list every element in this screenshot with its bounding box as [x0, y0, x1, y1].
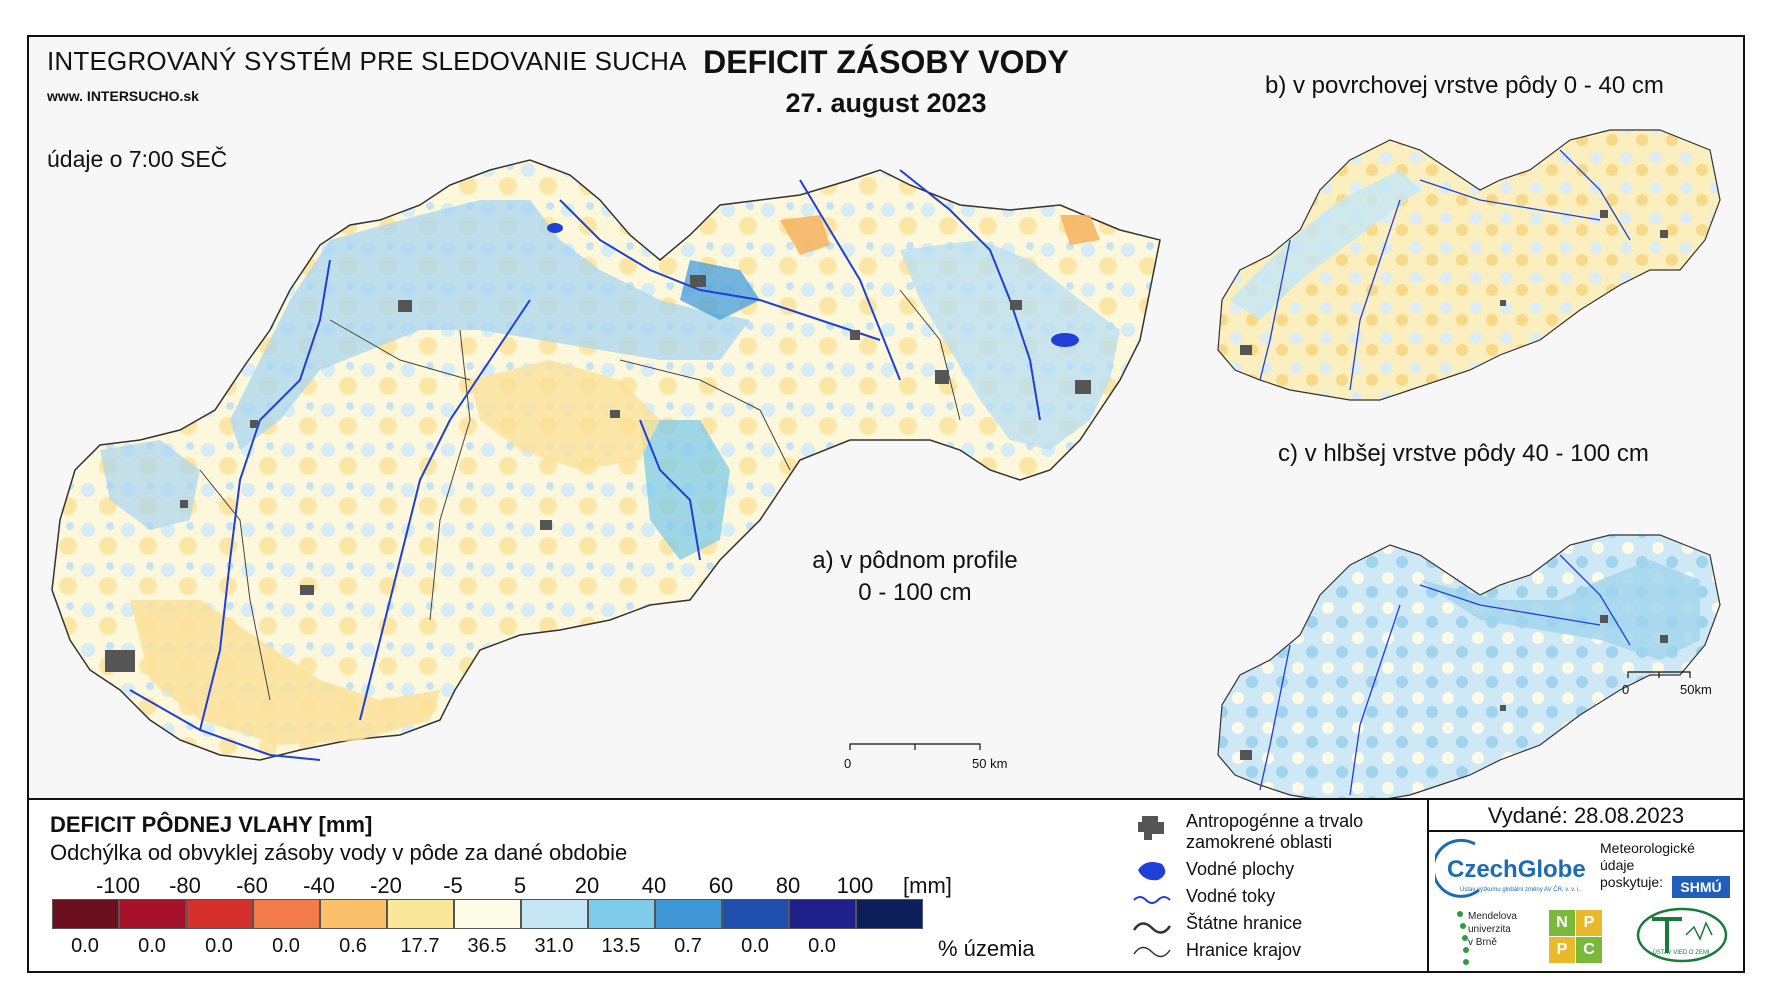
maps-svg — [51, 129, 1721, 800]
legend-swatch — [52, 899, 119, 929]
break-label: -20 — [370, 873, 402, 898]
meteo-line: poskytuje: — [1600, 874, 1664, 890]
pct-label: 0.7 — [674, 935, 702, 957]
uvz-logo-icon — [1636, 907, 1728, 963]
rivers-a — [129, 169, 1041, 761]
meteo-line: údaje — [1600, 857, 1635, 873]
symbol-urban-label-2: zamokrené oblasti — [1186, 832, 1333, 852]
website-label: www. INTERSUCHO.sk — [47, 88, 199, 104]
legend-swatch — [320, 899, 387, 929]
mendel-line: Mendelova — [1468, 911, 1517, 922]
break-label: 80 — [775, 873, 801, 898]
urban-icon — [1138, 816, 1164, 840]
symbol-state-border-label: Štátne hranice — [1186, 913, 1303, 933]
nppc-logo-p2: P — [1549, 937, 1575, 963]
symbols-legend — [1132, 816, 1172, 958]
map-c — [1217, 534, 1721, 800]
legend-unit: [mm] — [903, 873, 952, 898]
symbol-water-label: Vodné plochy — [1186, 859, 1295, 879]
legend-swatch — [722, 899, 789, 929]
symbol-urban-label: Antropogénne a trvalo — [1186, 811, 1364, 831]
scale-main-end: 50 km — [972, 756, 1008, 771]
break-label: 100 — [836, 873, 874, 898]
shmu-logo: SHMÚ — [1672, 876, 1730, 898]
issuer-divider — [1427, 830, 1745, 832]
map-c-label: c) v hlbšej vrstve pôdy 40 - 100 cm — [1278, 440, 1649, 467]
water-icon — [1138, 862, 1166, 881]
meteo-note: Meteorologické údaje poskytuje: — [1600, 840, 1695, 891]
symbol-region-border-label: Hranice krajov — [1186, 940, 1302, 960]
scale-small-zero: 0 — [1622, 682, 1630, 697]
legend-swatch — [119, 899, 186, 929]
map-b — [1217, 129, 1721, 401]
legend-swatch — [387, 899, 454, 929]
czechglobe-arc-icon — [1435, 838, 1480, 898]
legend-panel — [27, 798, 1745, 973]
pct-label: 0.0 — [272, 935, 300, 957]
pct-label: 0.0 — [808, 935, 836, 957]
pct-label: 0.0 — [71, 935, 99, 957]
meteo-line: Meteorologické — [1600, 840, 1695, 856]
pct-unit: % územia — [938, 936, 1035, 961]
legend-swatch — [856, 899, 923, 929]
pct-label: 0.0 — [138, 935, 166, 957]
uvz-logo-text: ÚSTAV VIED O ZEMI — [1652, 950, 1710, 956]
region-border-icon — [1133, 946, 1171, 958]
break-label: -40 — [303, 873, 335, 898]
legend-subtitle: Odchýlka od obvyklej zásoby vody v pôde … — [50, 840, 628, 865]
legend-swatch — [521, 899, 588, 929]
state-border-icon — [1132, 922, 1172, 934]
legend-title: DEFICIT PÔDNEJ VLAHY [mm] — [50, 812, 373, 837]
map-a — [51, 159, 1161, 761]
symbol-rivers-label: Vodné toky — [1186, 886, 1276, 906]
system-title: INTEGROVANÝ SYSTÉM PRE SLEDOVANIE SUCHA — [47, 46, 687, 76]
main-title: DEFICIT ZÁSOBY VODY — [703, 44, 1069, 80]
break-label: -60 — [236, 873, 268, 898]
mendel-line: v Brně — [1468, 937, 1497, 948]
break-label: -5 — [443, 873, 463, 898]
legend-swatch — [253, 899, 320, 929]
map-b-label: b) v povrchovej vrstve pôdy 0 - 40 cm — [1265, 72, 1664, 99]
main-date: 27. august 2023 — [785, 88, 987, 118]
scale-main-zero: 0 — [844, 756, 852, 771]
issuer-box — [1427, 798, 1745, 973]
break-label: 60 — [708, 873, 734, 898]
issued-date: Vydané: 28.08.2023 — [1487, 803, 1685, 828]
czechglobe-logo: CzechGlobe — [1447, 856, 1586, 883]
legend-swatch — [588, 899, 655, 929]
legend-swatch — [186, 899, 253, 929]
break-label: 40 — [641, 873, 667, 898]
river-icon — [1133, 896, 1171, 904]
scale-bar-small — [1627, 671, 1691, 678]
break-label: 20 — [574, 873, 600, 898]
scale-bar-main — [849, 743, 981, 750]
pct-label: 0.6 — [339, 935, 367, 957]
mendel-logo: Mendelova univerzita v Brně — [1468, 910, 1517, 949]
pct-label: 17.7 — [400, 935, 440, 957]
nppc-logo-c: C — [1576, 937, 1602, 963]
break-label: -100 — [95, 873, 141, 898]
break-label: -80 — [169, 873, 201, 898]
nppc-logo-p1: P — [1576, 910, 1602, 936]
mendel-dots-icon — [1457, 911, 1469, 965]
map-a-depth: 0 - 100 cm — [858, 579, 972, 606]
pct-label: 36.5 — [467, 935, 507, 957]
czechglobe-subtitle: Ústav výzkumu globální změny AV ČR, v. v… — [1460, 887, 1581, 893]
legend-swatch — [655, 899, 722, 929]
legend-swatch — [454, 899, 521, 929]
region-borders-a — [199, 289, 961, 701]
pct-label: 0.0 — [205, 935, 233, 957]
pct-label: 31.0 — [534, 935, 574, 957]
pct-label: 13.5 — [601, 935, 641, 957]
mendel-line: univerzita — [1468, 924, 1511, 935]
urban-areas-a — [105, 275, 1091, 672]
nppc-logo-n: N — [1549, 910, 1575, 936]
legend-swatch — [789, 899, 856, 929]
water-body-a — [1051, 333, 1079, 347]
break-label: 5 — [513, 873, 527, 898]
map-a-label: a) v pôdnom profile — [812, 547, 1018, 574]
time-note: údaje o 7:00 SEČ — [47, 146, 228, 172]
pct-label: 0.0 — [741, 935, 769, 957]
scale-small-end: 50km — [1680, 682, 1712, 697]
